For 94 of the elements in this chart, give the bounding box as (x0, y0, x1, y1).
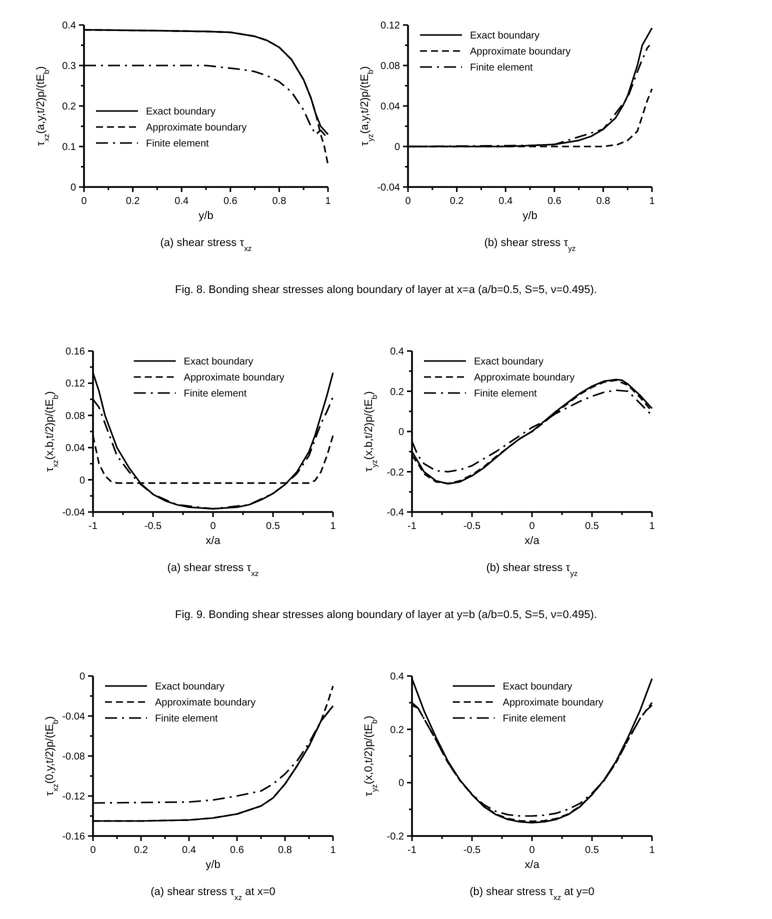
x-tick-label: 0.4 (498, 196, 513, 207)
x-tick-label: 0.6 (547, 196, 562, 207)
x-tick-label: 0.5 (585, 521, 600, 532)
y-tick-label: 0 (394, 142, 400, 153)
legend-label: Exact boundary (184, 356, 254, 368)
x-tick-label: -0.5 (463, 521, 482, 532)
legend-label: Exact boundary (502, 682, 572, 692)
y-tick-label: 0 (79, 672, 86, 682)
x-tick-label: 0.5 (266, 521, 280, 532)
legend-label: Approximate boundary (155, 698, 256, 708)
x-tick-label: 0 (90, 845, 96, 856)
x-tick-label: 1 (330, 521, 336, 532)
text: (b) shear stress τ$_{xz}$ at y=0 (470, 886, 594, 902)
y-tick-label: 0 (79, 475, 86, 486)
y-tick-label: 0.4 (62, 20, 76, 32)
x-tick-label: 0 (529, 845, 536, 856)
y-tick-label: -0.4 (386, 508, 404, 518)
x-tick-label: 1 (330, 845, 336, 856)
legend-label: Exact boundary (155, 682, 224, 692)
x-tick-label: 1 (649, 845, 656, 856)
x-tick-label: -0.5 (144, 521, 162, 532)
y-tick-label: 0.3 (62, 61, 76, 72)
x-tick-label: 0 (405, 196, 412, 207)
y-tick-label: -0.08 (62, 752, 86, 762)
x-tick-label: 0.8 (596, 196, 611, 207)
legend-label: Exact boundary (146, 106, 216, 118)
x-tick-label: 1 (649, 521, 656, 532)
y-tick-label: 0.16 (66, 346, 86, 358)
legend-label: Approximate boundary (146, 122, 247, 134)
y-tick-label: 0.4 (390, 672, 404, 682)
y-tick-label: -0.2 (386, 832, 404, 842)
legend-label: Approximate boundary (184, 372, 284, 384)
x-tick-label: 0.2 (126, 196, 140, 207)
y-tick-label: 0.2 (390, 724, 404, 736)
legend-label: Finite element (474, 388, 538, 400)
legend-label: Finite element (470, 62, 534, 74)
x-tick-label: 0.6 (223, 196, 238, 207)
y-tick-label: 0.1 (62, 142, 76, 153)
y-tick-label: 0.2 (390, 386, 404, 398)
x-axis-title: y/b (198, 210, 214, 222)
y-tick-label: -0.04 (377, 182, 400, 194)
caption: Fig. 9. Bonding shear stresses along boundary of layer at y=b (a/b=0.5, S=5, ν=0.495). (175, 609, 597, 621)
x-axis-title: y/b (206, 859, 220, 871)
x-axis-title: x/a (524, 859, 540, 871)
x-tick-label: -0.5 (463, 845, 482, 856)
x-tick-label: 0.8 (278, 845, 292, 856)
legend-label: Approximate boundary (502, 698, 604, 708)
y-tick-label: 0.12 (380, 20, 400, 32)
text: (b) shear stress τ$_{yz}$ (484, 237, 576, 252)
x-tick-label: 0.4 (182, 845, 196, 856)
y-tick-label: -0.2 (386, 467, 404, 478)
y-tick-label: 0.4 (390, 346, 404, 358)
x-tick-label: 0 (210, 521, 216, 532)
x-axis-title: y/b (522, 210, 538, 222)
y-tick-label: 0.12 (66, 378, 86, 390)
legend-label: Finite element (184, 388, 247, 400)
x-tick-label: -1 (408, 521, 417, 532)
x-tick-label: -1 (408, 845, 417, 856)
x-tick-label: 1 (325, 196, 332, 207)
y-tick-label: 0.04 (380, 102, 400, 112)
text: (a) shear stress τ$_{xz}$ (160, 237, 252, 252)
x-tick-label: 0.2 (450, 196, 464, 207)
legend-label: Exact boundary (474, 356, 544, 368)
x-axis-title: x/a (206, 535, 222, 547)
x-tick-label: 0 (529, 521, 536, 532)
x-tick-label: 0.6 (230, 845, 244, 856)
x-tick-label: 0.2 (134, 845, 148, 856)
text: (a) shear stress τ$_{xz}$ at x=0 (150, 886, 276, 902)
y-tick-label: 0.08 (66, 410, 86, 422)
legend-label: Approximate boundary (474, 372, 575, 384)
text: (b) shear stress τ$_{yz}$ (486, 562, 578, 578)
legend-label: Finite element (146, 138, 210, 150)
legend-label: Finite element (502, 714, 566, 724)
text: (a) shear stress τ$_{xz}$ (167, 562, 259, 578)
y-tick-label: 0.08 (380, 61, 400, 72)
x-tick-label: 0.5 (585, 845, 600, 856)
y-tick-label: 0 (398, 427, 404, 438)
y-tick-label: 0 (398, 778, 404, 790)
y-tick-label: -0.12 (62, 792, 86, 802)
x-tick-label: 0.4 (174, 196, 189, 207)
y-tick-label: 0.04 (66, 443, 86, 454)
x-tick-label: 1 (649, 196, 656, 207)
caption: Fig. 8. Bonding shear stresses along boundary of layer at x=a (a/b=0.5, S=5, ν=0.495). (175, 284, 597, 296)
legend-label: Finite element (155, 714, 218, 724)
y-tick-label: -0.16 (62, 832, 86, 842)
y-tick-label: 0.2 (62, 102, 76, 112)
x-axis-title: x/a (524, 535, 540, 547)
legend-label: Approximate boundary (470, 46, 571, 58)
x-tick-label: 0.8 (272, 196, 287, 207)
y-tick-label: -0.04 (62, 712, 86, 722)
y-tick-label: 0 (70, 182, 76, 194)
y-tick-label: -0.04 (62, 508, 86, 518)
x-tick-label: -1 (88, 521, 98, 532)
legend-label: Exact boundary (470, 30, 540, 42)
